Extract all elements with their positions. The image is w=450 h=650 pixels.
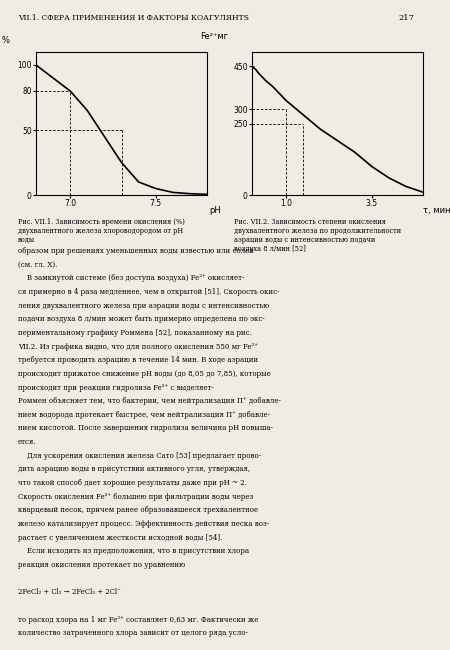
Text: Скорость окисления Fe²⁺ большею при фильтрации воды через: Скорость окисления Fe²⁺ большею при филь… (18, 493, 253, 500)
Text: В замкнутой системе (без доступа воздуха) Fe²⁺ окисляет-: В замкнутой системе (без доступа воздуха… (18, 274, 244, 282)
Y-axis label: %: % (1, 36, 9, 45)
Text: количество затраченного хлора зависит от целого ряда усло-: количество затраченного хлора зависит от… (18, 629, 248, 637)
Text: реакция окисления протекает по уравнению: реакция окисления протекает по уравнению (18, 561, 185, 569)
Text: подачи воздуха 8 л/мин может быть примерно определена по экс-: подачи воздуха 8 л/мин может быть пример… (18, 315, 265, 323)
Text: периментальному графику Роммена [52], показанному на рис.: периментальному графику Роммена [52], по… (18, 329, 252, 337)
Text: Для ускорения окисления железа Сато [53] предлагает прово-: Для ускорения окисления железа Сато [53]… (18, 452, 261, 460)
Text: Рис. VII.2. Зависимость степени окисления
двухвалентного железа по продолжительн: Рис. VII.2. Зависимость степени окислени… (234, 218, 401, 254)
Text: Роммен объясняет тем, что бактерии, чем нейтрализация П⁺ добавле-: Роммен объясняет тем, что бактерии, чем … (18, 397, 281, 405)
Text: нием кислотой. После завершения гидролиза величина pH повыша-: нием кислотой. После завершения гидролиз… (18, 424, 273, 432)
X-axis label: τ, мин: τ, мин (423, 207, 450, 215)
Text: растает с увеличением жесткости исходной воды [54].: растает с увеличением жесткости исходной… (18, 534, 222, 541)
Text: требуется проводить аэрацию в течение 14 мин. В ходе аэрации: требуется проводить аэрацию в течение 14… (18, 356, 258, 364)
Text: железо катализирует процесс. Эффективность действия песка воз-: железо катализирует процесс. Эффективнос… (18, 520, 269, 528)
Text: что такой способ дает хорошие результаты даже при pH ~ 2.: что такой способ дает хорошие результаты… (18, 479, 247, 487)
Text: ся примерно в 4 раза медленнее, чем в открытой [51]. Скорость окис-: ся примерно в 4 раза медленнее, чем в от… (18, 288, 279, 296)
Text: то расход хлора на 1 мг Fe²⁺ составляет 0,63 мг. Фактически же: то расход хлора на 1 мг Fe²⁺ составляет … (18, 616, 258, 623)
Text: 2FeCl₂ + Cl₂ → 2FeCl₃ + 2Cl⁻: 2FeCl₂ + Cl₂ → 2FeCl₃ + 2Cl⁻ (18, 588, 121, 596)
Y-axis label: Fe²⁺мг: Fe²⁺мг (200, 32, 229, 40)
Text: нием водорода протекает быстрее, чем нейтрализация П⁺ добавле-: нием водорода протекает быстрее, чем ней… (18, 411, 270, 419)
Text: Если исходить из предположения, что в присутствии хлора: Если исходить из предположения, что в пр… (18, 547, 249, 555)
X-axis label: pH: pH (210, 207, 221, 215)
Text: дить аэрацию воды в присутствии активного угля, утверждая,: дить аэрацию воды в присутствии активног… (18, 465, 250, 473)
Text: кварцевый песок, причем ранее образовавшееся трехвалентное: кварцевый песок, причем ранее образовавш… (18, 506, 258, 514)
Text: (см. гл. X).: (см. гл. X). (18, 261, 58, 268)
Text: ления двухвалентного железа при аэрации воды с интенсивностью: ления двухвалентного железа при аэрации … (18, 302, 269, 309)
Text: VII.1. СФЕРА ПРИМЕНЕНИЯ И ФАКТОРЫ КОАГУЛЯНТS: VII.1. СФЕРА ПРИМЕНЕНИЯ И ФАКТОРЫ КОАГУЛ… (18, 14, 249, 21)
Text: происходит при реакции гидролиза Fe³⁺ с выделяет-: происходит при реакции гидролиза Fe³⁺ с … (18, 384, 214, 391)
Text: VII.2. Из графика видно, что для полного окисления 550 мг Fe²⁺: VII.2. Из графика видно, что для полного… (18, 343, 258, 350)
Text: ется.: ется. (18, 438, 36, 446)
Text: Рис. VII.1. Зависимость времени окисления (%)
двухвалентного железа хлороводород: Рис. VII.1. Зависимость времени окислени… (18, 218, 185, 244)
Text: происходит прижатое снижение pH воды (до 8,05 до 7,85), которые: происходит прижатое снижение pH воды (до… (18, 370, 271, 378)
Text: образом при решениях уменьшенных воды известью или солей: образом при решениях уменьшенных воды из… (18, 247, 254, 255)
Text: 217: 217 (398, 14, 414, 21)
